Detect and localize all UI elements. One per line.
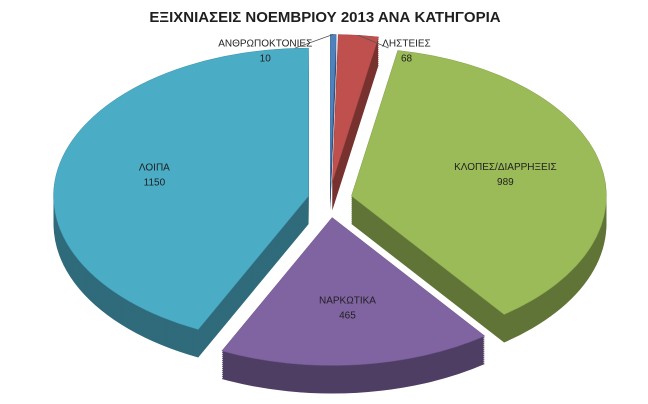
slice	[53, 47, 309, 330]
leader-line	[358, 34, 389, 49]
data-label-value: 1150	[144, 177, 166, 188]
data-label-name: ΛΗΣΤΕΙΕΣ	[382, 39, 431, 50]
chart-title: ΕΞΙΧΝΙΑΣΕΙΣ ΝΟΕΜΒΡΙΟΥ 2013 ΑΝΑ ΚΑΤΗΓΟΡΙΑ	[149, 9, 500, 26]
slice	[330, 34, 337, 183]
data-label-name: ΛΟΙΠΑ	[139, 162, 170, 173]
data-label-name: ΚΛΟΠΕΣ/ΔΙΑΡΡΗΞΕΙΣ	[454, 162, 557, 173]
data-label-value: 68	[401, 54, 413, 65]
slice	[351, 50, 607, 315]
slice	[221, 217, 486, 366]
data-label-name: ΝΑΡΚΩΤΙΚΑ	[319, 295, 376, 306]
data-label-value: 989	[497, 177, 514, 188]
leader-line	[295, 34, 334, 49]
data-label-value: 465	[339, 310, 356, 321]
data-label-value: 10	[260, 54, 272, 65]
data-label-name: ΑΝΘΡΩΠΟΚΤΟΝΙΕΣ	[218, 39, 312, 50]
